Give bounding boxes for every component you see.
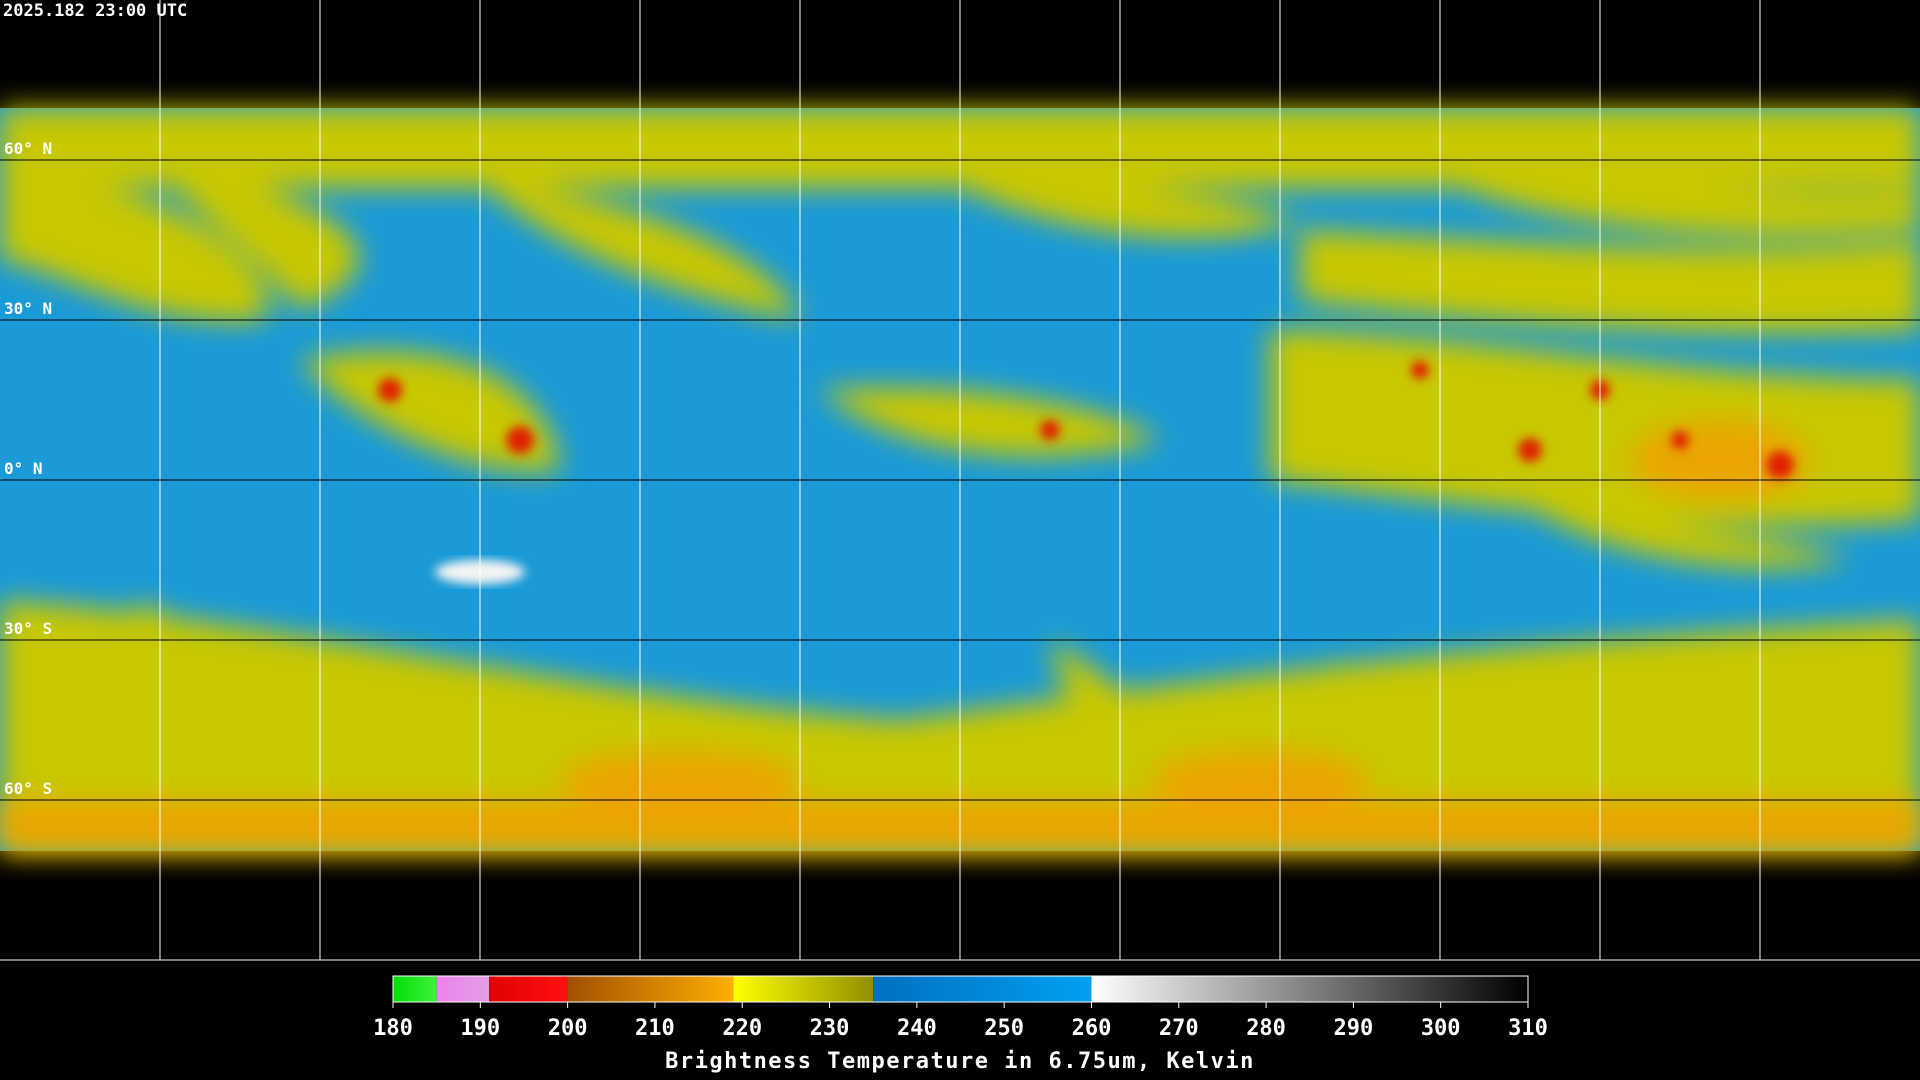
labels: 2025.182 23:00 UTC 60° N 30° N 0° N 30° S 60… (3, 1, 187, 798)
colorbar-tick-label: 180 (373, 1016, 413, 1041)
colorbar: Brightness Temperature in 6.75um, Kelvin… (373, 975, 1548, 1074)
colorbar-segment (489, 976, 568, 1002)
colorbar-segment (567, 976, 734, 1002)
colorbar-tick-label: 220 (722, 1016, 762, 1041)
colorbar-tick-label: 300 (1421, 1016, 1461, 1041)
colorbar-title: Brightness Temperature in 6.75um, Kelvin (665, 1049, 1255, 1074)
colorbar-tick-label: 310 (1508, 1016, 1548, 1041)
colorbar-tick-label: 210 (635, 1016, 675, 1041)
colorbar-segment (393, 976, 437, 1002)
latitude-label: 0° N (4, 459, 43, 478)
colorbar-segment (436, 976, 490, 1002)
latitude-label: 60° S (4, 779, 52, 798)
latitude-label: 30° N (4, 299, 52, 318)
colorbar-segment (1091, 976, 1528, 1002)
colorbar-tick-label: 190 (460, 1016, 500, 1041)
colorbar-tick-label: 270 (1159, 1016, 1199, 1041)
colorbar-tick-label: 290 (1334, 1016, 1374, 1041)
colorbar-tick-label: 280 (1246, 1016, 1286, 1041)
colorbar-tick-label: 230 (810, 1016, 850, 1041)
graticule (0, 0, 1920, 961)
colorbar-segment (873, 976, 1092, 1002)
colorbar-frame (392, 975, 1529, 1003)
latitude-label: 30° S (4, 619, 52, 638)
colorbar-tick-label: 200 (548, 1016, 588, 1041)
colorbar-tick-label: 250 (984, 1016, 1024, 1041)
latitude-label: 60° N (4, 139, 52, 158)
timestamp: 2025.182 23:00 UTC (3, 1, 187, 21)
colorbar-segment (733, 976, 874, 1002)
colorbar-tick-label: 260 (1072, 1016, 1112, 1041)
convection (378, 361, 1794, 479)
colorbar-tick-label: 240 (897, 1016, 937, 1041)
